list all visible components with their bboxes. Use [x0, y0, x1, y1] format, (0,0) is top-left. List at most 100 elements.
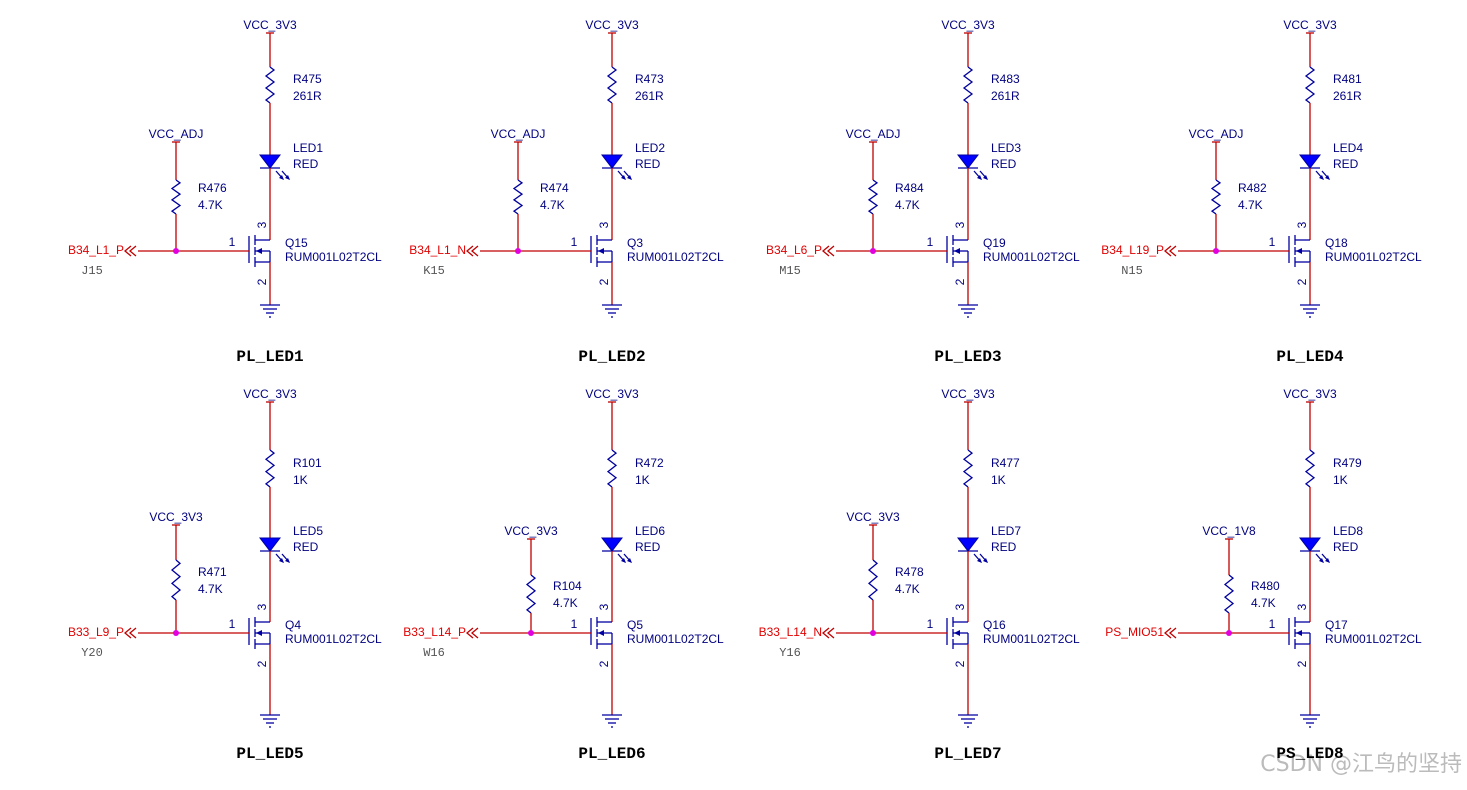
transistor-ref: Q15	[285, 236, 308, 250]
led-color: RED	[635, 540, 661, 554]
resistor	[525, 574, 537, 614]
pullup-value: 4.7K	[895, 582, 920, 596]
pin-number: 3	[597, 221, 611, 228]
transistor-ref: Q3	[627, 236, 643, 250]
led-ref: LED3	[991, 141, 1021, 155]
led-ref: LED4	[1333, 141, 1363, 155]
pullup-ref: R482	[1238, 181, 1267, 195]
net-label: B33_L14_N	[759, 625, 822, 639]
junction	[173, 248, 179, 254]
resistor	[170, 179, 182, 215]
transistor-part: RUM001L02T2CL	[627, 250, 724, 264]
pin-number: 2	[953, 660, 967, 667]
led-ray-head	[977, 175, 982, 180]
resistor-ref: R483	[991, 72, 1020, 86]
led	[1298, 154, 1322, 169]
net-label: B34_L1_N	[409, 243, 466, 257]
pin-name: Y16	[779, 646, 801, 660]
transistor-part: RUM001L02T2CL	[1325, 632, 1422, 646]
caption: PL_LED4	[1276, 348, 1344, 366]
resistor	[1304, 449, 1316, 488]
pullup-ref: R484	[895, 181, 924, 195]
net-port	[465, 627, 479, 639]
resistor	[1210, 179, 1222, 215]
transistor-ref: Q5	[627, 618, 643, 632]
junction	[870, 248, 876, 254]
resistor-value: 261R	[635, 89, 664, 103]
caption: PL_LED7	[934, 745, 1001, 763]
led-ref: LED5	[293, 524, 323, 538]
led-ray-head	[1319, 175, 1324, 180]
pullup-supply: VCC_3V3	[504, 524, 558, 538]
transistor-part: RUM001L02T2CL	[285, 632, 382, 646]
resistor-value: 261R	[1333, 89, 1362, 103]
led-ray-head	[977, 558, 982, 563]
led	[600, 537, 624, 552]
pullup-supply: VCC_ADJ	[846, 127, 901, 141]
led-color: RED	[991, 157, 1017, 171]
pullup-value: 4.7K	[1251, 596, 1276, 610]
led-ray-head	[1325, 558, 1330, 563]
caption: PS_LED8	[1276, 745, 1343, 763]
resistor-ref: R472	[635, 456, 664, 470]
led-ray-head	[627, 558, 632, 563]
net-port	[123, 627, 137, 639]
led-ref: LED2	[635, 141, 665, 155]
pin-name: Y20	[81, 646, 103, 660]
resistor	[867, 179, 879, 215]
resistor-value: 1K	[991, 473, 1006, 487]
pin-number: 1	[229, 617, 236, 631]
resistor-value: 261R	[991, 89, 1020, 103]
pullup-ref: R476	[198, 181, 227, 195]
junction	[870, 630, 876, 636]
supply-label: VCC_3V3	[941, 18, 995, 32]
pin-number: 2	[953, 278, 967, 285]
caption: PL_LED2	[578, 348, 645, 366]
transistor-part: RUM001L02T2CL	[983, 250, 1080, 264]
junction	[1213, 248, 1219, 254]
led	[600, 154, 624, 169]
pin-number: 3	[953, 603, 967, 610]
supply-label: VCC_3V3	[585, 18, 639, 32]
caption: PL_LED1	[236, 348, 303, 366]
net-port	[1163, 245, 1177, 257]
caption: PL_LED3	[934, 348, 1001, 366]
resistor	[606, 449, 618, 488]
pin-number: 3	[255, 221, 269, 228]
pullup-supply: VCC_1V8	[1202, 524, 1256, 538]
junction	[1226, 630, 1232, 636]
pin-number: 2	[1295, 660, 1309, 667]
pin-name: N15	[1121, 264, 1143, 278]
pin-number: 3	[1295, 221, 1309, 228]
resistor-ref: R481	[1333, 72, 1362, 86]
transistor-part: RUM001L02T2CL	[983, 632, 1080, 646]
resistor	[606, 66, 618, 104]
pin-number: 1	[571, 617, 578, 631]
pin-number: 1	[927, 617, 934, 631]
pullup-value: 4.7K	[198, 198, 223, 212]
resistor-ref: R479	[1333, 456, 1362, 470]
transistor-ref: Q17	[1325, 618, 1348, 632]
body-arrow	[598, 630, 604, 636]
body-arrow	[954, 630, 960, 636]
net-label: B34_L1_P	[68, 243, 124, 257]
led	[956, 537, 980, 552]
pin-number: 2	[1295, 278, 1309, 285]
led-ray-head	[621, 175, 626, 180]
supply-label: VCC_3V3	[243, 18, 297, 32]
led-ray-head	[983, 558, 988, 563]
pin-number: 2	[597, 278, 611, 285]
led-ray-head	[279, 175, 284, 180]
led-color: RED	[1333, 540, 1359, 554]
pin-number: 3	[1295, 603, 1309, 610]
body-arrow	[598, 248, 604, 254]
pullup-ref: R478	[895, 565, 924, 579]
supply-label: VCC_3V3	[941, 387, 995, 401]
pin-name: M15	[779, 264, 801, 278]
led	[258, 537, 282, 552]
pullup-value: 4.7K	[198, 582, 223, 596]
pin-number: 2	[255, 278, 269, 285]
net-label: PS_MIO51	[1105, 625, 1164, 639]
body-arrow	[1296, 248, 1302, 254]
